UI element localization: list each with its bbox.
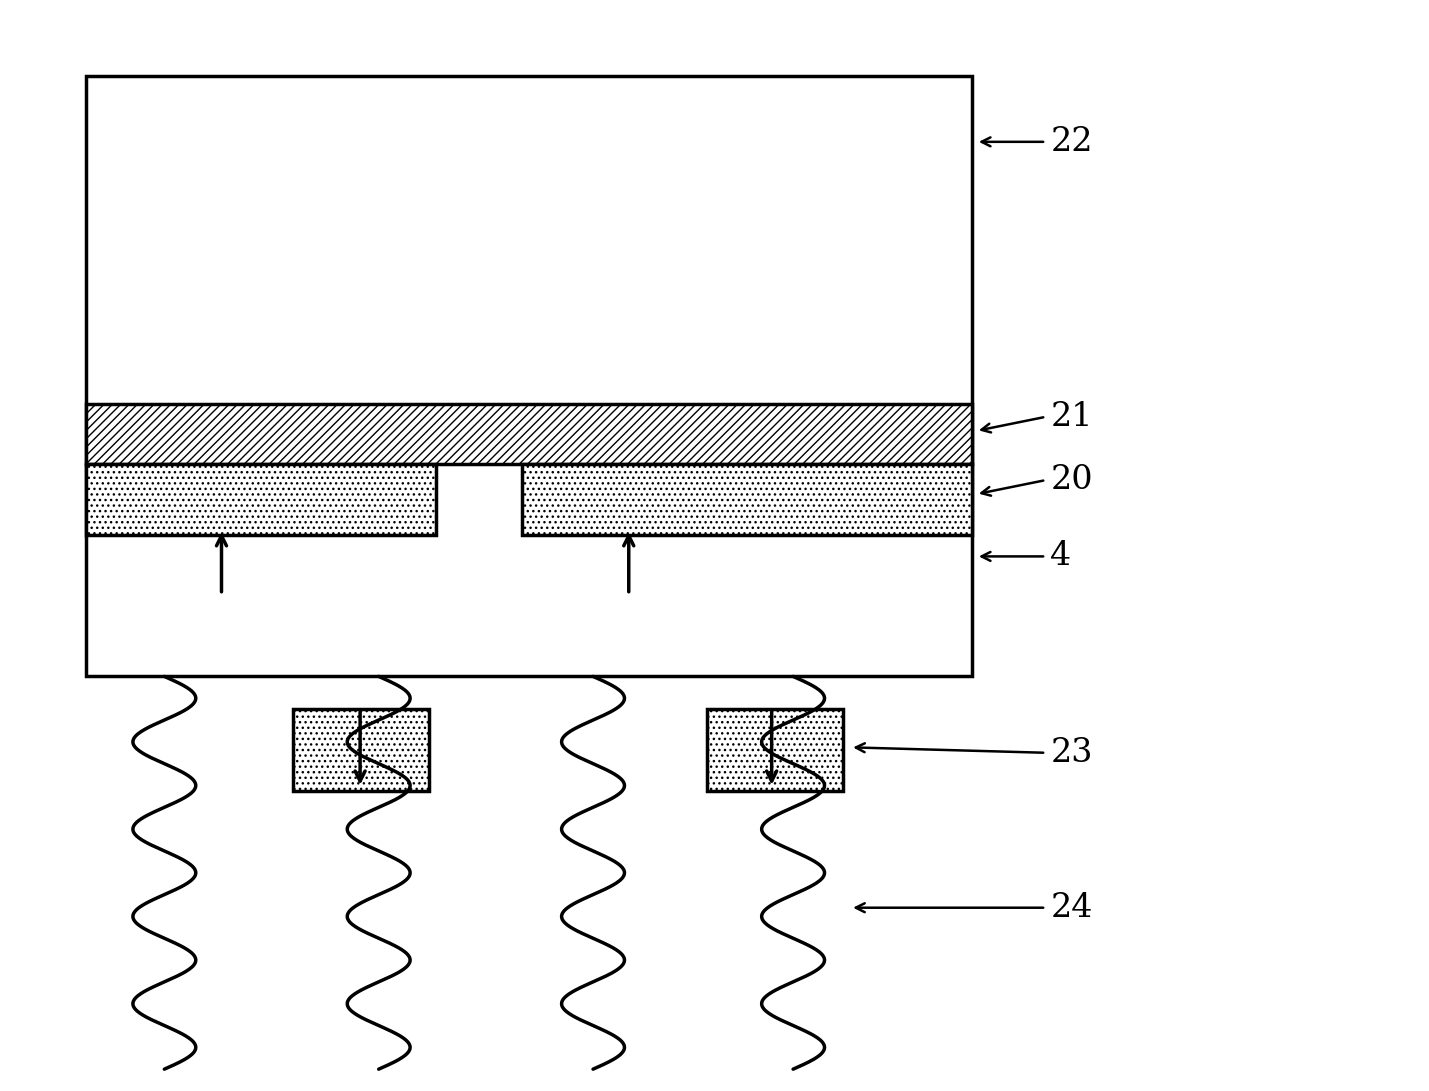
- Text: 21: 21: [1050, 400, 1093, 433]
- Text: 24: 24: [1050, 891, 1093, 924]
- Text: 20: 20: [1050, 464, 1093, 496]
- Bar: [522, 464, 972, 535]
- Text: 22: 22: [1050, 125, 1093, 158]
- Bar: [293, 709, 429, 791]
- Bar: [86, 404, 972, 464]
- Bar: [86, 76, 972, 676]
- Bar: [707, 709, 843, 791]
- Text: 23: 23: [1050, 736, 1093, 769]
- Text: 4: 4: [1050, 540, 1072, 573]
- Bar: [86, 464, 436, 535]
